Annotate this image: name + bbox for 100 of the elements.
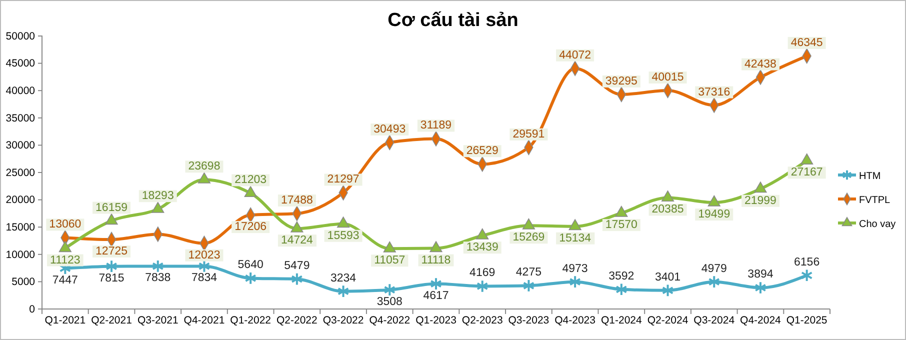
data-label: 7838 <box>145 272 171 284</box>
data-label: 26529 <box>466 145 498 158</box>
x-tick-label: Q1-2022 <box>230 314 272 327</box>
data-label: 15593 <box>327 230 360 242</box>
point <box>661 190 674 202</box>
point <box>800 268 813 282</box>
y-tick-label: 0 <box>29 303 36 316</box>
data-label: 7815 <box>98 272 124 284</box>
x-tick-label: Q2-2023 <box>462 314 503 327</box>
data-label: 20385 <box>652 204 684 216</box>
data-label: 44072 <box>559 49 592 62</box>
x-tick-label: Q3-2021 <box>137 314 178 327</box>
point <box>616 282 628 296</box>
x-tick-label: Q2-2021 <box>91 314 132 327</box>
y-tick-label: 5000 <box>12 276 36 288</box>
data-label: 4617 <box>423 290 449 302</box>
data-label: 11057 <box>374 254 406 267</box>
data-label: 3894 <box>748 268 774 281</box>
x-tick-label: Q4-2024 <box>740 314 782 327</box>
data-label: 4275 <box>516 266 542 279</box>
data-label: 46345 <box>790 36 823 49</box>
data-label: 39295 <box>605 75 638 88</box>
y-tick-label: 10000 <box>6 248 36 261</box>
data-label: 4979 <box>701 262 727 275</box>
data-label: 7447 <box>52 274 78 286</box>
data-label: 12023 <box>188 249 220 262</box>
point <box>754 281 766 294</box>
data-label: 4169 <box>470 267 496 280</box>
data-label: 7834 <box>191 272 218 284</box>
point <box>430 277 442 290</box>
point <box>244 186 257 198</box>
legend-label: HTM <box>859 171 881 182</box>
legend-label: Cho vay <box>859 219 896 230</box>
legend-label: FVTPL <box>859 195 891 206</box>
data-label: 5479 <box>284 260 310 272</box>
data-label: 14724 <box>280 234 314 247</box>
x-tick-label: Q1-2021 <box>44 314 86 327</box>
data-label: 17206 <box>234 221 267 234</box>
data-label: 15269 <box>512 232 545 244</box>
point <box>662 284 674 298</box>
data-label: 27167 <box>790 166 823 179</box>
data-label: 5640 <box>238 259 264 272</box>
point <box>152 260 164 273</box>
x-tick-label: Q1-2024 <box>600 314 642 327</box>
point <box>569 275 581 289</box>
data-label: 21203 <box>234 174 267 186</box>
data-label: 3401 <box>654 271 681 284</box>
data-label: 19499 <box>698 208 730 221</box>
y-tick-label: 40000 <box>6 84 36 97</box>
data-label: 17488 <box>280 194 313 207</box>
point <box>384 283 396 297</box>
x-tick-label: Q2-2022 <box>276 314 318 327</box>
data-label: 11123 <box>50 254 80 266</box>
data-label: 3592 <box>608 270 634 282</box>
point <box>244 272 256 285</box>
data-label: 6156 <box>794 256 820 268</box>
point <box>105 214 118 225</box>
point <box>708 275 720 288</box>
data-label: 37316 <box>698 86 730 98</box>
x-tick-label: Q3-2024 <box>694 314 735 327</box>
point <box>615 206 628 217</box>
point <box>337 284 350 298</box>
x-tick-label: Q2-2024 <box>647 314 688 327</box>
x-tick-label: Q3-2022 <box>322 314 364 327</box>
data-label: 3508 <box>376 296 402 308</box>
data-label: 40015 <box>652 72 684 84</box>
y-tick-label: 15000 <box>6 221 36 234</box>
point <box>430 241 442 252</box>
x-tick-label: Q1-2023 <box>416 314 457 327</box>
data-label: 12725 <box>96 246 128 258</box>
point <box>754 182 767 193</box>
x-tick-label: Q4-2022 <box>369 314 410 327</box>
point <box>568 219 582 230</box>
data-label: 4973 <box>562 262 588 275</box>
point <box>58 241 72 252</box>
data-label: 13060 <box>49 218 82 231</box>
point <box>291 272 303 286</box>
data-label: 3234 <box>330 272 357 284</box>
y-tick-label: 45000 <box>6 58 36 70</box>
point <box>198 260 210 273</box>
data-label: 29591 <box>512 128 545 140</box>
data-label: 18293 <box>142 190 174 202</box>
data-label: 13439 <box>466 242 498 254</box>
x-tick-label: Q4-2023 <box>554 314 596 327</box>
point <box>522 278 535 292</box>
data-label: 11118 <box>421 254 451 266</box>
data-label: 23698 <box>188 160 220 173</box>
y-tick-label: 35000 <box>6 112 36 124</box>
y-tick-label: 20000 <box>6 194 36 206</box>
point <box>337 216 350 228</box>
x-tick-label: Q3-2023 <box>508 314 550 327</box>
data-label: 17570 <box>605 219 638 232</box>
y-tick-label: 25000 <box>6 166 36 179</box>
data-label: 16159 <box>96 202 128 214</box>
y-tick-label: 30000 <box>6 140 36 152</box>
point <box>708 195 720 206</box>
data-label: 21999 <box>744 194 776 207</box>
point <box>106 260 118 273</box>
data-label: 31189 <box>420 120 452 132</box>
data-label: 30493 <box>374 124 406 136</box>
